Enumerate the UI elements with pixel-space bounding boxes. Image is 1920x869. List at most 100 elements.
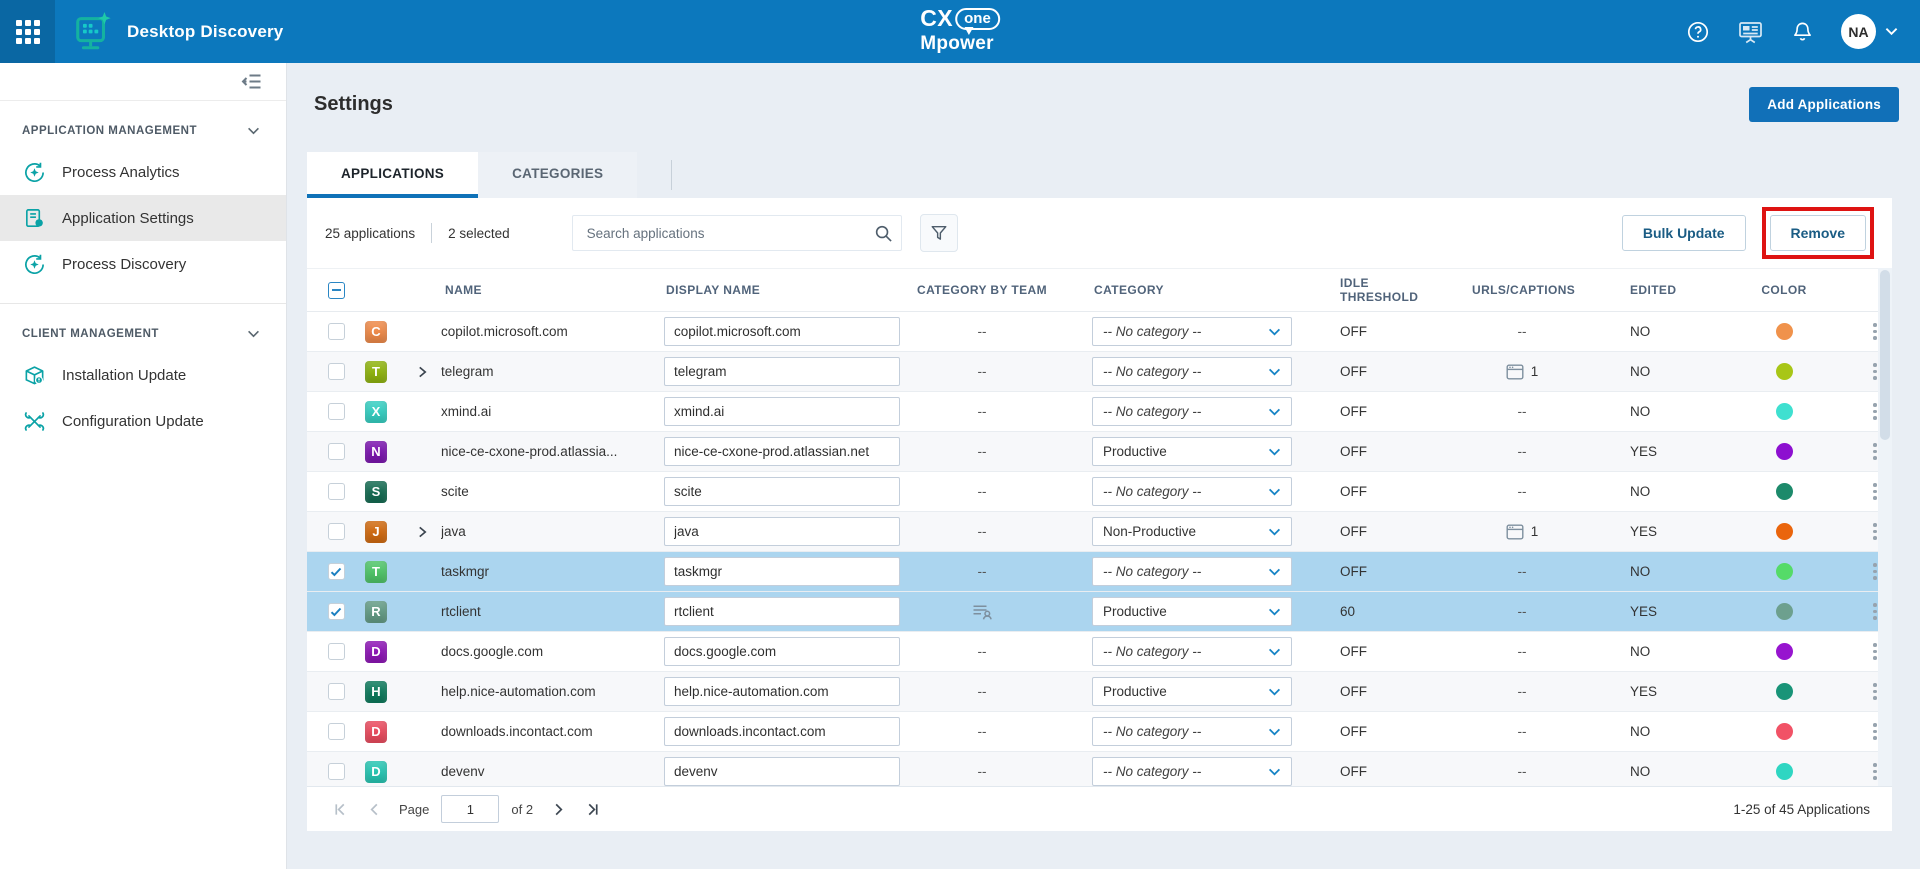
category-dropdown[interactable]: Productive — [1092, 677, 1292, 706]
category-dropdown[interactable]: -- No category -- — [1092, 397, 1292, 426]
row-menu-icon[interactable] — [1869, 439, 1881, 464]
screen-share-icon[interactable] — [1737, 19, 1764, 44]
color-dot[interactable] — [1775, 643, 1793, 660]
help-icon[interactable] — [1686, 20, 1710, 44]
display-name-input[interactable] — [664, 597, 900, 626]
row-menu-icon[interactable] — [1869, 359, 1881, 384]
category-by-team-value: -- — [977, 764, 987, 779]
color-dot[interactable] — [1775, 723, 1793, 740]
add-applications-button[interactable]: Add Applications — [1749, 87, 1899, 122]
sidebar-item-configuration-update[interactable]: Configuration Update — [0, 398, 286, 444]
scrollbar-thumb[interactable] — [1880, 270, 1890, 440]
remove-button[interactable]: Remove — [1769, 215, 1866, 251]
display-name-input[interactable] — [664, 677, 900, 706]
display-name-input[interactable] — [664, 557, 900, 586]
color-dot[interactable] — [1775, 523, 1793, 540]
first-page-icon[interactable] — [329, 798, 351, 820]
row-checkbox[interactable] — [327, 563, 345, 580]
table-toolbar: 25 applications 2 selected Bulk Update R… — [307, 198, 1892, 268]
row-checkbox[interactable] — [327, 523, 345, 540]
category-dropdown[interactable]: -- No category -- — [1092, 637, 1292, 666]
app-letter-icon: S — [365, 480, 387, 503]
previous-page-icon[interactable] — [363, 798, 385, 820]
filter-button[interactable] — [919, 214, 958, 252]
last-page-icon[interactable] — [581, 798, 603, 820]
brand-cx-text: CX — [920, 5, 954, 31]
display-name-input[interactable] — [664, 397, 900, 426]
tab-categories[interactable]: CATEGORIES — [478, 152, 638, 198]
row-menu-icon[interactable] — [1869, 719, 1881, 744]
bulk-update-button[interactable]: Bulk Update — [1621, 215, 1746, 251]
sidebar-item-process-analytics[interactable]: Process Analytics — [0, 149, 286, 195]
search-icon[interactable] — [874, 224, 893, 243]
row-checkbox[interactable] — [327, 323, 345, 340]
expand-row-toggle[interactable] — [417, 526, 441, 538]
sidebar-item-installation-update[interactable]: Installation Update — [0, 352, 286, 398]
color-dot[interactable] — [1775, 323, 1793, 340]
row-menu-icon[interactable] — [1869, 479, 1881, 504]
color-dot[interactable] — [1775, 763, 1793, 780]
row-checkbox[interactable] — [327, 723, 345, 740]
urls-captions-value: -- — [1517, 324, 1527, 339]
display-name-input[interactable] — [664, 517, 900, 546]
search-input[interactable] — [584, 224, 874, 242]
user-menu[interactable]: NA — [1841, 14, 1898, 49]
select-all-checkbox[interactable] — [327, 281, 345, 299]
category-dropdown[interactable]: Productive — [1092, 437, 1292, 466]
edited-value: NO — [1630, 724, 1651, 739]
row-checkbox[interactable] — [327, 603, 345, 620]
category-dropdown[interactable]: -- No category -- — [1092, 357, 1292, 386]
row-checkbox[interactable] — [327, 363, 345, 380]
category-dropdown[interactable]: -- No category -- — [1092, 317, 1292, 346]
row-menu-icon[interactable] — [1869, 639, 1881, 664]
page-number-input[interactable] — [441, 795, 500, 823]
category-dropdown[interactable]: Productive — [1092, 597, 1292, 626]
app-launcher-button[interactable] — [0, 0, 55, 63]
display-name-input[interactable] — [664, 637, 900, 666]
sidebar-item-process-discovery[interactable]: Process Discovery — [0, 241, 286, 287]
color-dot[interactable] — [1775, 403, 1793, 420]
category-dropdown[interactable]: -- No category -- — [1092, 717, 1292, 746]
color-dot[interactable] — [1775, 363, 1793, 380]
dropdown-chevron-icon — [1268, 728, 1281, 735]
display-name-input[interactable] — [664, 757, 900, 786]
display-name-input[interactable] — [664, 437, 900, 466]
color-dot[interactable] — [1775, 483, 1793, 500]
display-name-input[interactable] — [664, 717, 900, 746]
edited-value: NO — [1630, 764, 1651, 779]
tab-applications[interactable]: APPLICATIONS — [307, 152, 479, 198]
row-checkbox[interactable] — [327, 403, 345, 420]
color-dot[interactable] — [1775, 563, 1793, 580]
row-checkbox[interactable] — [327, 683, 345, 700]
category-dropdown[interactable]: -- No category -- — [1092, 757, 1292, 786]
row-checkbox[interactable] — [327, 443, 345, 460]
sidebar-section-header[interactable]: CLIENT MANAGEMENT — [0, 304, 286, 352]
notifications-bell-icon[interactable] — [1791, 20, 1814, 44]
category-dropdown[interactable]: -- No category -- — [1092, 557, 1292, 586]
row-checkbox[interactable] — [327, 763, 345, 780]
next-page-icon[interactable] — [547, 798, 569, 820]
sidebar-section-header[interactable]: APPLICATION MANAGEMENT — [0, 101, 286, 149]
color-dot[interactable] — [1775, 683, 1793, 700]
category-dropdown[interactable]: -- No category -- — [1092, 477, 1292, 506]
color-dot[interactable] — [1775, 443, 1793, 460]
display-name-input[interactable] — [664, 477, 900, 506]
collapse-sidebar-icon[interactable] — [241, 73, 262, 90]
color-dot[interactable] — [1775, 603, 1793, 620]
row-checkbox[interactable] — [327, 643, 345, 660]
category-dropdown[interactable]: Non-Productive — [1092, 517, 1292, 546]
row-checkbox[interactable] — [327, 483, 345, 500]
row-menu-icon[interactable] — [1869, 759, 1881, 784]
expand-row-toggle[interactable] — [417, 366, 441, 378]
edited-value: YES — [1630, 684, 1658, 699]
row-menu-icon[interactable] — [1869, 399, 1881, 424]
row-menu-icon[interactable] — [1869, 679, 1881, 704]
display-name-input[interactable] — [664, 357, 900, 386]
row-menu-icon[interactable] — [1869, 519, 1881, 544]
row-menu-icon[interactable] — [1869, 599, 1881, 624]
display-name-input[interactable] — [664, 317, 900, 346]
row-menu-icon[interactable] — [1869, 559, 1881, 584]
row-menu-icon[interactable] — [1869, 319, 1881, 344]
sidebar-item-application-settings[interactable]: Application Settings — [0, 195, 286, 241]
